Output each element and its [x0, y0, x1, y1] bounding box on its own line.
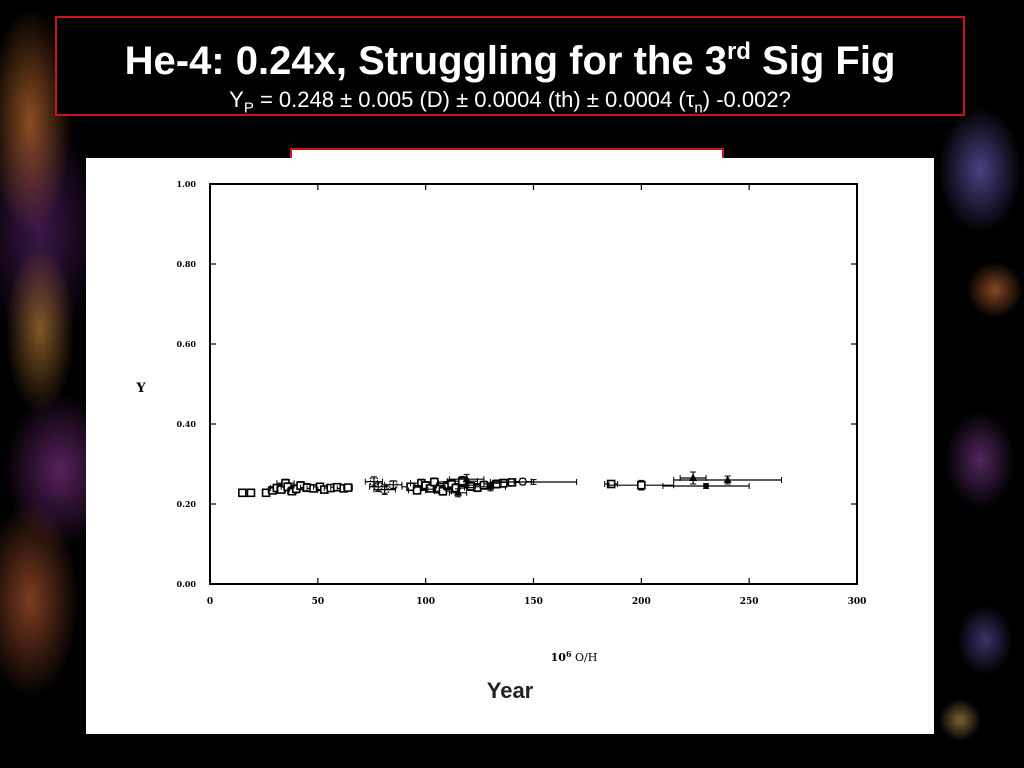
circle-marker: [703, 483, 710, 489]
triangle-marker: [723, 475, 732, 483]
square-marker: [451, 483, 461, 493]
scatter-plot: 0 50 100 150 200 250 300 0.00 0.20 0.40 0.60 0.80 1.…: [135, 179, 867, 664]
square-marker: [429, 477, 439, 487]
year-label: Year: [486, 678, 534, 703]
subtitle-p-subscript: P: [243, 99, 254, 117]
data-point: [673, 475, 783, 485]
x-tick-label: 50: [312, 597, 325, 607]
data-point: [608, 479, 675, 491]
square-marker: [238, 488, 247, 498]
data-point: [238, 488, 247, 498]
triangle-marker: [462, 474, 471, 483]
x-tick-label: 300: [848, 597, 867, 607]
x-tick-label: 100: [416, 597, 435, 607]
x-tick-label: 250: [740, 597, 759, 607]
data-point: [420, 484, 440, 493]
square-marker: [412, 486, 422, 495]
square-marker: [499, 478, 508, 488]
x-axis-label: 106 O/H: [551, 649, 598, 664]
square-marker: [246, 488, 256, 498]
triangle-marker: [454, 488, 463, 496]
square-marker: [438, 486, 448, 496]
triangle-marker: [689, 473, 698, 481]
data-point: [679, 471, 707, 485]
square-marker: [343, 483, 353, 492]
y-tick-label: 0.40: [177, 419, 197, 429]
slide-title: He-4: 0.24x, Struggling for the 3rd Sig …: [57, 28, 963, 85]
data-point: [489, 479, 578, 485]
slide-title-box: He-4: 0.24x, Struggling for the 3rd Sig …: [55, 16, 965, 116]
slide-title-suffix: Sig Fig: [750, 39, 896, 83]
data-point: [448, 473, 485, 485]
triangle-marker: [486, 482, 495, 490]
x-tick-label: 150: [524, 597, 543, 607]
subtitle-end: ) -0.002?: [702, 87, 791, 112]
slide-title-text: He-4: 0.24x, Struggling for the 3: [124, 39, 727, 83]
y-tick-label: 0.00: [177, 579, 197, 589]
plot-frame: [209, 183, 858, 585]
data-point: [604, 479, 619, 489]
data-point: [246, 488, 256, 498]
slide-subtitle: YP = 0.248 ± 0.005 (D) ± 0.0004 (th) ± 0…: [57, 85, 963, 123]
chart-panel: 0 50 100 150 200 250 300 0.00 0.20 0.40 0.60 0.80 1.…: [86, 158, 934, 734]
data-point: [474, 482, 506, 492]
dashed-square-marker: [389, 480, 398, 489]
y-tick-label: 0.20: [177, 499, 197, 509]
square-marker: [606, 479, 616, 489]
data-point: [343, 483, 353, 492]
subtitle-formula: = 0.248 ± 0.005 (D) ± 0.0004 (th) ± 0.00…: [253, 87, 695, 112]
y-tick-label: 0.80: [177, 259, 197, 269]
square-marker: [637, 480, 646, 490]
subtitle-n-subscript: n: [694, 99, 703, 117]
y-axis-label: Y: [135, 381, 146, 396]
x-tick-label: 0: [207, 597, 213, 607]
y-tick-label: 1.00: [177, 179, 197, 189]
square-marker: [425, 484, 435, 493]
dashed-square-marker: [374, 482, 383, 491]
subtitle-y: Y: [229, 87, 244, 112]
data-point: [662, 483, 750, 489]
y-tick-label: 0.60: [177, 339, 197, 349]
x-tick-label: 200: [632, 597, 651, 607]
slide-title-superscript: rd: [726, 38, 751, 65]
